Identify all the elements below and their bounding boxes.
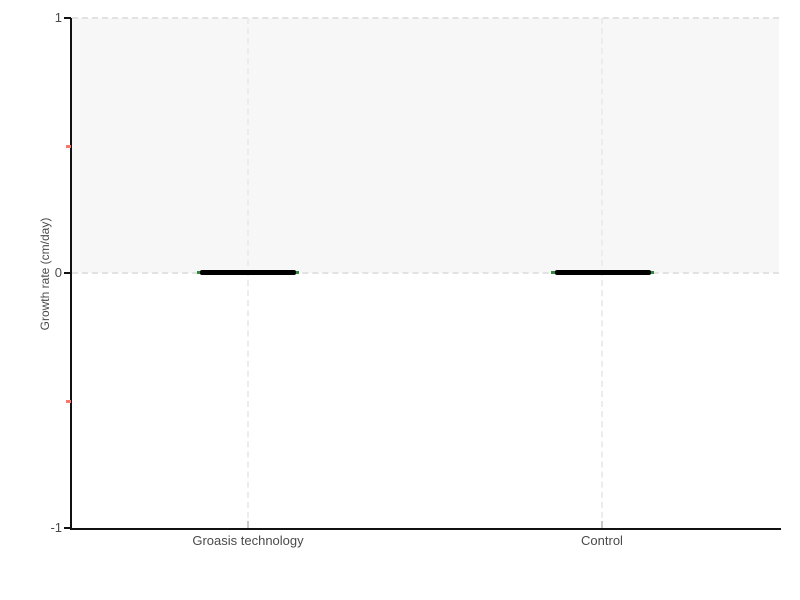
median-line-groasis xyxy=(200,270,296,275)
y-tick-label-neg1: -1 xyxy=(50,520,62,535)
x-category-label-groasis: Groasis technology xyxy=(192,533,304,548)
y-tick-label-1: 1 xyxy=(54,10,62,25)
y-axis-line xyxy=(70,18,72,530)
x-tick-groasis xyxy=(247,521,249,528)
y-minor-tick-neg0p5 xyxy=(66,400,71,403)
x-category-label-control: Control xyxy=(581,533,623,548)
y-minor-tick-0p5 xyxy=(66,145,71,148)
y-tick-label-0: 0 xyxy=(54,265,62,280)
median-line-control xyxy=(555,270,651,275)
shaded-band-0-to-1 xyxy=(72,18,779,273)
hgridline-y0 xyxy=(72,272,779,274)
x-tick-control xyxy=(601,521,603,528)
y-axis-title: Growth rate (cm/day) xyxy=(38,217,52,331)
y-tick-neg1 xyxy=(64,527,71,529)
hgridline-y1 xyxy=(72,17,779,19)
y-tick-1 xyxy=(64,17,71,19)
x-axis-line xyxy=(70,528,781,530)
y-tick-0 xyxy=(64,272,71,274)
